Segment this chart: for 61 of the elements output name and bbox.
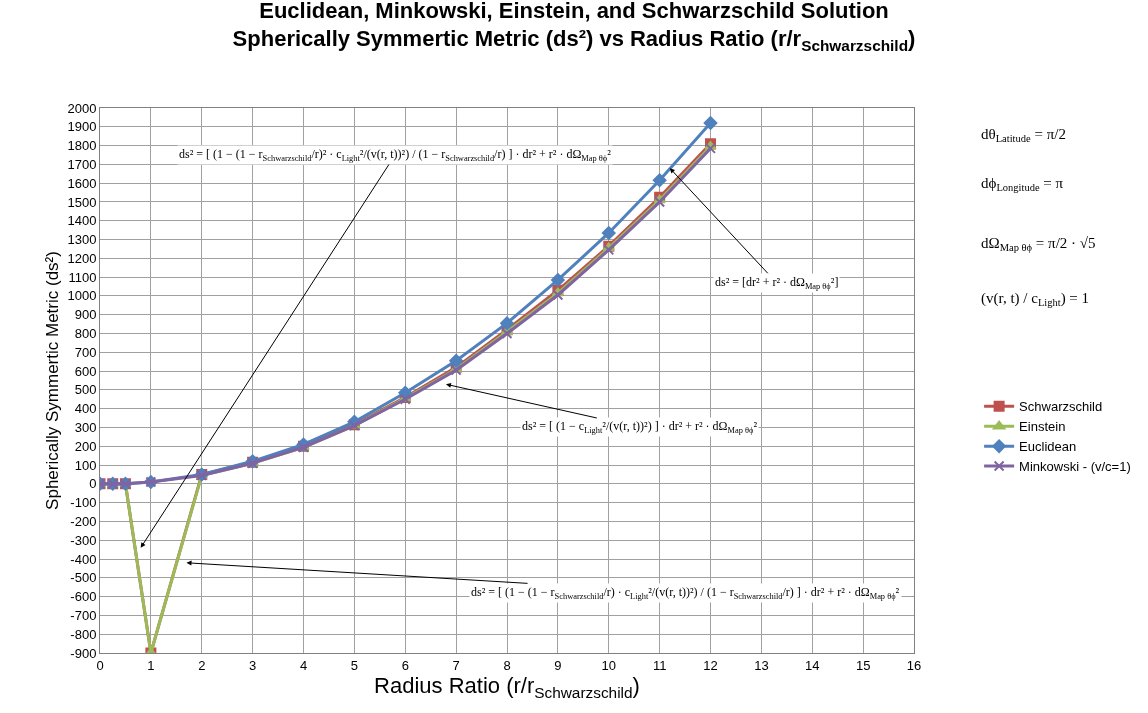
x-tick-label: 8 [503,657,511,673]
y-tick-label: 300 [74,420,97,436]
y-tick-label: 1600 [67,175,97,191]
chart-title: Euclidean, Minkowski, Einstein, and Schwarzschild Solution Spherically Symmertic Metric (ds²) vs Radius Ratio (r/r$_{Schwarzschild}$) [232,0,916,55]
y-tick-label: 1800 [67,138,97,154]
legend-label: Einstein [1019,419,1066,435]
x-tick-label: 12 [703,657,718,673]
annotation: ds² = [ (1 − c$_{Light}$²/(v(r, t))²) ] · dr² + r² · dΩ$_{Map θϕ}$² [522,419,758,435]
y-tick-label: -300 [70,532,97,548]
y-tick-label: 100 [74,457,97,473]
x-tick-label: 13 [754,657,769,673]
x-tick-label: 4 [299,657,308,673]
y-tick-label: 400 [74,401,97,417]
x-tick-label: 10 [601,657,616,673]
legend-label: Minkowski - (v/c=1) [1019,459,1131,475]
x-axis-title: Radius Ratio (r/r$_{Schwarzschild}$) [374,673,640,702]
y-tick-label: 0 [89,476,97,492]
y-axis-title: Spherically Symmertic Metric (ds²) [43,251,63,510]
x-tick-label: 6 [401,657,409,673]
x-tick-label: 15 [855,657,871,673]
text: dθ$_{Latitude}$ = π/2 [981,126,1066,145]
y-tick-label: 500 [74,382,97,398]
text: ds² = [ (1 − (1 − r$_{Schwarzschild}$/r) · c$_{Light}$²/(v(r, t))²) / (1 − r$_{Schwarzschild}$/r) ] · dr² + r² · dΩ$_{Map θϕ}$² [471,585,900,601]
y-tick-label: 600 [74,363,97,379]
text: dΩ$_{Map θϕ}$ = π/2 · √5 [981,235,1096,254]
x-tick-label: 7 [452,657,460,673]
text: ds² = [ (1 − (1 − r$_{Schwarzschild}$/r)² · c$_{Light}$²/(v(r, t))²) / (1 − r$_{Schwarzschild}$/r) ] · dr² + r² · dΩ$_{Map θϕ}$² [179,147,611,163]
y-tick-label: 1400 [67,213,97,229]
legend-label: Euclidean [1019,439,1077,455]
legend-label: Schwarzschild [1019,399,1103,415]
y-tick-label: -500 [70,570,97,586]
y-tick-label: 1900 [67,119,97,135]
y-tick-label: 900 [74,307,97,323]
x-tick-label: 14 [805,657,820,673]
y-tick-label: 1000 [67,288,97,304]
y-tick-label: 1700 [67,156,97,172]
x-tick-label: 5 [350,657,358,673]
y-tick-label: 1200 [67,250,97,266]
y-tick-label: -200 [70,514,97,529]
x-tick-label: 1 [147,657,155,673]
x-tick-label: 16 [906,657,922,673]
y-tick-label: -100 [70,495,97,511]
y-tick-label: 800 [74,326,97,342]
y-tick-label: 200 [74,438,97,454]
y-tick-label: -600 [70,589,97,605]
y-tick-label: -800 [70,626,97,642]
text: dϕ$_{Longitude}$ = π [981,175,1064,194]
x-tick-label: 2 [198,657,206,673]
x-tick-label: 9 [554,657,562,673]
y-tick-label: 2000 [67,100,97,116]
y-tick-label: 1300 [67,232,97,248]
x-tick-label: 3 [249,657,257,673]
y-tick-label: 700 [74,344,97,360]
y-tick-label: -700 [70,607,97,623]
y-tick-label: 1100 [68,269,97,285]
y-tick-label: -400 [70,551,97,567]
text: (v(r, t) / c$_{Light}$) = 1 [981,290,1090,309]
y-tick-label: -900 [70,645,97,661]
annotation: ds² = [dr² + r² · dΩ$_{Map θϕ}$²] [715,275,839,291]
y-tick-label: 1500 [67,194,97,210]
x-tick-label: 11 [652,657,667,673]
